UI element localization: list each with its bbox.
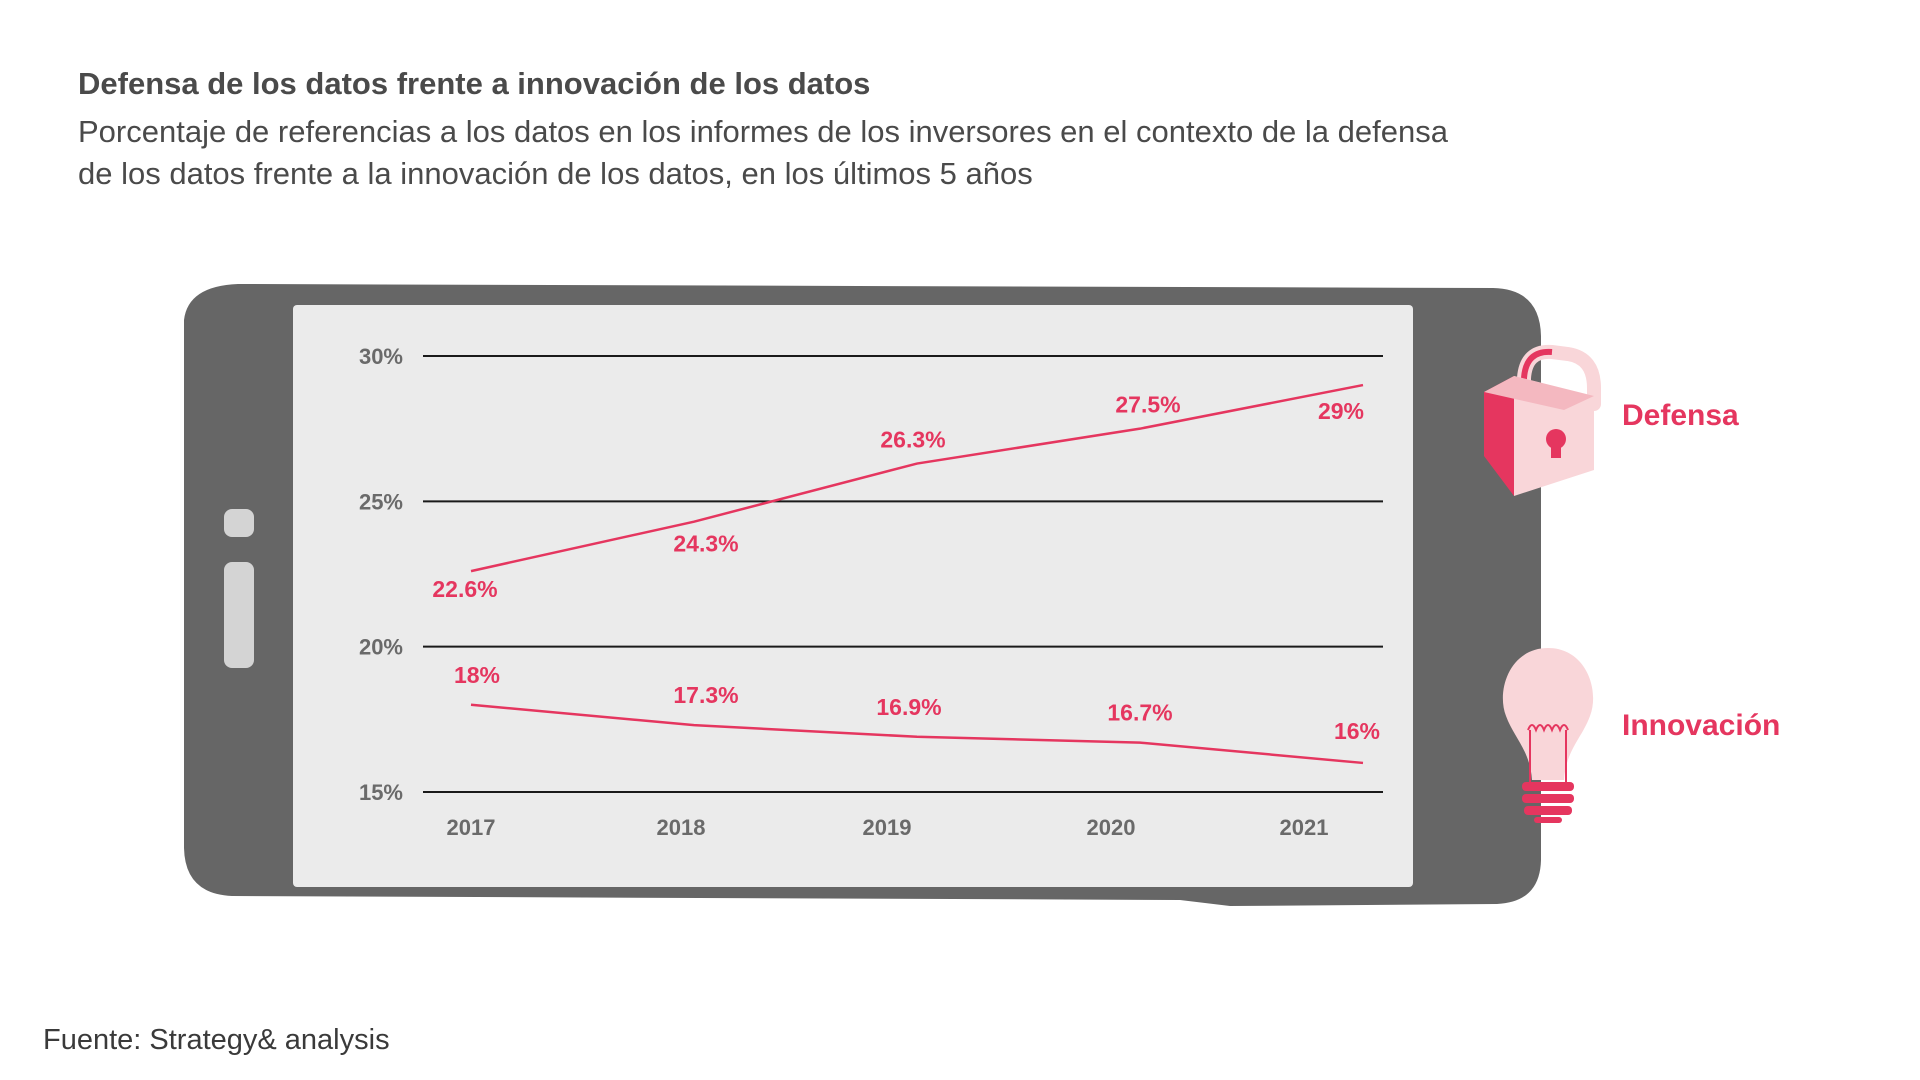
y-tick-label: 15% bbox=[359, 780, 403, 805]
data-label: 17.3% bbox=[673, 682, 738, 708]
data-label: 16.7% bbox=[1107, 700, 1172, 726]
chart-title: Defensa de los datos frente a innovación… bbox=[78, 66, 871, 101]
data-label: 29% bbox=[1318, 398, 1364, 424]
data-label: 27.5% bbox=[1115, 392, 1180, 418]
phone-camera bbox=[224, 509, 254, 537]
series bbox=[470, 383, 1364, 765]
data-label: 18% bbox=[454, 662, 500, 688]
y-tick-label: 30% bbox=[359, 344, 403, 369]
data-label: 16.9% bbox=[876, 694, 941, 720]
x-tick-label: 2021 bbox=[1280, 815, 1329, 840]
lock-icon bbox=[1484, 344, 1601, 496]
y-tick-label: 20% bbox=[359, 635, 403, 660]
data-label: 26.3% bbox=[880, 427, 945, 453]
source-note: Fuente: Strategy& analysis bbox=[43, 1024, 390, 1056]
x-tick-label: 2020 bbox=[1087, 815, 1136, 840]
y-tick-label: 25% bbox=[359, 489, 403, 514]
grid bbox=[423, 355, 1383, 793]
data-label: 16% bbox=[1334, 718, 1380, 744]
chart-subtitle: Porcentaje de referencias a los datos en… bbox=[78, 114, 1448, 191]
x-axis: 2017 2018 2019 2020 2021 bbox=[447, 815, 1329, 840]
series-line-defensa bbox=[470, 383, 1364, 573]
data-label: 22.6% bbox=[432, 576, 497, 602]
lightbulb-icon bbox=[1502, 648, 1594, 823]
data-labels: 22.6% 24.3% 26.3% 27.5% 29% 18% 17.3% 16.9% 16.7… bbox=[432, 392, 1380, 744]
x-tick-label: 2018 bbox=[657, 815, 706, 840]
series-line-innovación bbox=[470, 703, 1364, 765]
legend-defensa-label: Defensa bbox=[1622, 399, 1739, 432]
data-label: 24.3% bbox=[673, 531, 738, 557]
x-tick-label: 2019 bbox=[863, 815, 912, 840]
y-axis: 15% 20% 25% 30% bbox=[359, 344, 403, 805]
legend-innovacion-label: Innovación bbox=[1622, 709, 1781, 742]
phone-home-button bbox=[224, 562, 254, 668]
x-tick-label: 2017 bbox=[447, 815, 496, 840]
